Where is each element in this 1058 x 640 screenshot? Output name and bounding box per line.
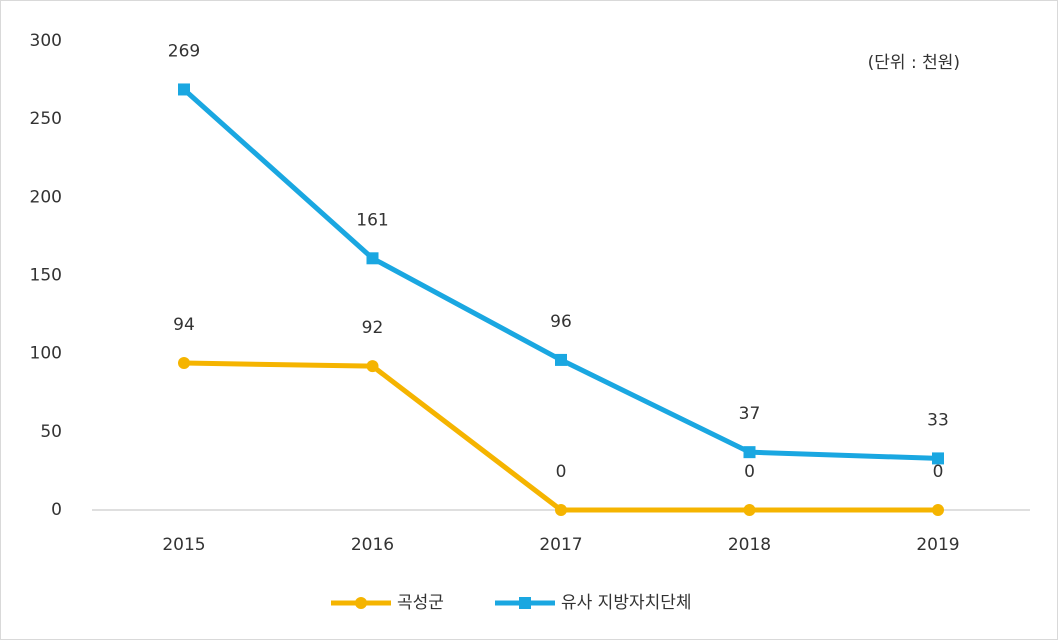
data-label: 96 [550,312,572,332]
data-point [555,353,567,366]
y-tick-label: 150 [30,266,62,286]
data-label: 37 [739,404,761,424]
legend-marker [355,597,367,609]
data-point [743,446,756,459]
data-label: 269 [168,41,200,61]
data-point [366,360,379,373]
y-tick-label: 250 [30,109,62,129]
legend-label: 유사 지방자치단체 [561,593,692,613]
data-point [743,504,756,516]
unit-annotation: (단위 : 천원) [868,53,960,73]
data-point [555,504,567,516]
y-tick-label: 100 [30,344,62,364]
data-point [366,252,379,265]
data-label: 94 [173,315,195,335]
x-tick-label: 2016 [351,535,394,555]
legend-marker [519,597,531,609]
y-tick-label: 50 [40,422,62,442]
y-tick-label: 200 [30,187,62,207]
data-point [932,504,944,516]
x-tick-label: 2019 [916,535,959,555]
data-label: 0 [556,462,567,482]
data-point [178,83,190,96]
x-tick-label: 2018 [728,535,771,555]
x-tick-label: 2015 [162,535,205,555]
data-point [932,452,944,465]
data-label: 0 [744,462,755,482]
data-label: 33 [927,410,949,430]
y-tick-label: 0 [51,500,62,520]
data-point [178,357,190,370]
y-tick-label: 300 [30,31,62,51]
data-label: 0 [933,462,944,482]
x-tick-label: 2017 [539,535,582,555]
data-label: 92 [362,318,384,338]
legend-label: 곡성군 [397,593,444,613]
data-label: 161 [356,210,388,230]
